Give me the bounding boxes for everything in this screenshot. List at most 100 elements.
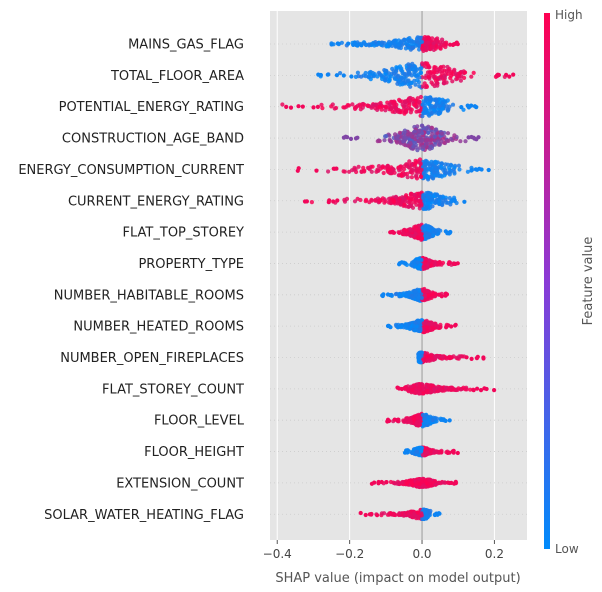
shap-point bbox=[392, 38, 397, 43]
shap-point bbox=[457, 71, 463, 76]
shap-point bbox=[368, 69, 373, 75]
shap-point bbox=[389, 106, 394, 111]
shap-point bbox=[452, 165, 457, 170]
shap-point bbox=[429, 322, 434, 327]
shap-point bbox=[447, 418, 452, 423]
shap-point bbox=[429, 110, 434, 116]
shap-point bbox=[375, 139, 380, 144]
shap-point bbox=[507, 74, 512, 79]
shap-point bbox=[422, 261, 427, 266]
shap-point bbox=[427, 258, 432, 263]
shap-point bbox=[424, 513, 429, 518]
shap-point bbox=[384, 68, 389, 74]
shap-point bbox=[411, 233, 416, 239]
shap-point bbox=[355, 196, 360, 201]
shap-point bbox=[434, 449, 439, 454]
shap-point bbox=[416, 72, 421, 77]
shap-point bbox=[448, 162, 453, 167]
shap-point bbox=[469, 74, 474, 79]
shap-point bbox=[421, 144, 426, 149]
shap-point bbox=[478, 388, 484, 393]
feature-dots-construction-age-band bbox=[341, 123, 481, 153]
shap-point bbox=[376, 41, 381, 46]
shap-point bbox=[397, 168, 402, 173]
shap-point bbox=[372, 480, 377, 485]
shap-point bbox=[421, 99, 426, 104]
shap-point bbox=[453, 322, 458, 327]
shap-point bbox=[432, 512, 437, 517]
shap-point bbox=[300, 104, 305, 109]
shap-point bbox=[437, 198, 442, 203]
shap-point bbox=[452, 133, 457, 138]
shap-point bbox=[443, 170, 448, 175]
colorbar-low-label: Low bbox=[555, 542, 579, 556]
shap-point bbox=[372, 72, 377, 77]
shap-point bbox=[383, 78, 388, 83]
shap-point bbox=[327, 198, 332, 203]
shap-point bbox=[397, 511, 402, 516]
shap-point bbox=[417, 482, 422, 487]
shap-point bbox=[420, 47, 425, 52]
shap-point bbox=[464, 387, 469, 392]
shap-point bbox=[451, 448, 456, 453]
shap-point bbox=[384, 44, 389, 49]
x-tick-label: 0.0 bbox=[412, 547, 431, 561]
shap-point bbox=[434, 127, 439, 132]
shap-point bbox=[385, 419, 390, 424]
shap-point bbox=[439, 417, 444, 422]
shap-point bbox=[405, 481, 410, 486]
shap-point bbox=[419, 66, 424, 71]
shap-point bbox=[355, 70, 360, 75]
shap-point bbox=[415, 449, 420, 454]
shap-point bbox=[428, 508, 433, 514]
shap-point bbox=[373, 106, 378, 111]
shap-point bbox=[414, 173, 419, 178]
shap-point bbox=[440, 40, 446, 45]
shap-point bbox=[374, 169, 379, 174]
shap-point bbox=[332, 106, 337, 111]
shap-point bbox=[469, 134, 474, 140]
shap-point bbox=[451, 261, 456, 267]
shap-point bbox=[417, 229, 422, 234]
shap-point bbox=[335, 41, 340, 46]
shap-point bbox=[348, 136, 354, 141]
shap-point bbox=[404, 293, 409, 298]
shap-point bbox=[427, 96, 433, 101]
shap-point bbox=[492, 388, 497, 393]
shap-point bbox=[437, 480, 442, 485]
shap-point bbox=[463, 139, 468, 144]
shap-point bbox=[408, 140, 413, 145]
shap-point bbox=[362, 102, 367, 107]
shap-point bbox=[403, 79, 408, 84]
shap-point bbox=[382, 138, 387, 143]
shap-point bbox=[430, 82, 435, 87]
shap-point bbox=[440, 354, 445, 359]
shap-point bbox=[406, 511, 411, 517]
shap-point bbox=[436, 354, 441, 359]
shap-point bbox=[428, 73, 433, 78]
shap-point bbox=[410, 263, 415, 268]
shap-point bbox=[419, 236, 424, 241]
feature-label: POTENTIAL_ENERGY_RATING bbox=[59, 100, 244, 115]
shap-point bbox=[413, 82, 418, 87]
shap-point bbox=[441, 198, 446, 203]
shap-point bbox=[406, 62, 411, 67]
shap-point bbox=[417, 356, 422, 361]
shap-point bbox=[426, 201, 431, 206]
shap-point bbox=[364, 42, 369, 48]
shap-point bbox=[417, 383, 422, 388]
shap-point bbox=[484, 386, 489, 392]
shap-point bbox=[434, 39, 439, 44]
shap-point bbox=[369, 105, 374, 110]
shap-point bbox=[426, 293, 431, 298]
shap-point bbox=[431, 168, 436, 173]
shap-point bbox=[392, 417, 397, 422]
shap-point bbox=[414, 160, 419, 165]
shap-point bbox=[425, 388, 430, 393]
shap-point bbox=[389, 230, 394, 235]
feature-label: NUMBER_HEATED_ROOMS bbox=[73, 320, 244, 335]
shap-point bbox=[437, 66, 442, 71]
shap-point bbox=[353, 105, 358, 110]
shap-point bbox=[349, 74, 354, 79]
shap-point bbox=[443, 293, 448, 298]
